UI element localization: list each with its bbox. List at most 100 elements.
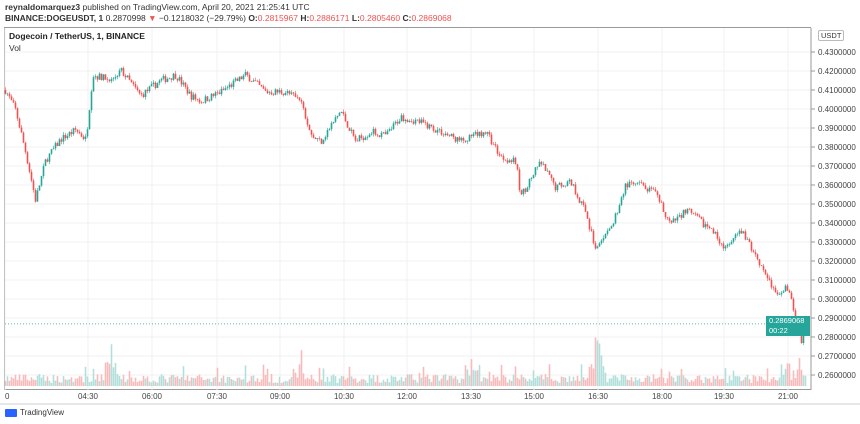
candle-body <box>134 83 137 88</box>
price-tag-value: 0.2869068 <box>769 316 805 325</box>
volume-bar <box>370 378 373 386</box>
candle-body <box>414 119 417 124</box>
volume-bar <box>578 380 581 386</box>
volume-bar <box>480 381 483 386</box>
volume-bar <box>274 382 277 386</box>
candle-body <box>100 73 103 81</box>
volume-bar <box>84 366 87 386</box>
volume-bar <box>790 379 793 386</box>
candle-body <box>418 119 421 123</box>
candle-body <box>300 99 303 102</box>
volume-bar <box>154 381 157 386</box>
candle-body <box>612 223 615 227</box>
volume-bar <box>16 380 19 386</box>
candle-body <box>744 231 747 240</box>
candle-body <box>464 140 467 142</box>
y-tick-label: 0.4200000 <box>818 67 856 76</box>
volume-bar <box>584 379 587 386</box>
volume-bar <box>312 379 315 386</box>
volume-bar <box>796 369 799 386</box>
volume-bar <box>614 375 617 386</box>
candle-body <box>684 209 687 214</box>
volume-bar <box>310 374 313 386</box>
volume-bar <box>722 378 725 386</box>
candle-body <box>220 88 223 95</box>
candle-body <box>320 138 323 144</box>
volume-bar <box>506 382 509 386</box>
volume-bar <box>300 350 303 386</box>
volume-bar <box>504 376 507 386</box>
volume-bar <box>170 375 173 386</box>
volume-bar <box>178 378 181 386</box>
volume-bar <box>4 381 7 386</box>
volume-bar <box>764 380 767 386</box>
candle-body <box>406 119 409 122</box>
candle-body <box>126 75 129 78</box>
x-tick-label: 19:30 <box>714 392 735 401</box>
candle-body <box>318 138 321 139</box>
volume-bar <box>732 370 735 386</box>
candle-body <box>272 94 275 95</box>
volume-bar <box>542 379 545 386</box>
candle-body <box>558 182 561 185</box>
volume-bar <box>166 382 169 386</box>
candle-body <box>452 133 455 138</box>
volume-bar <box>244 365 247 386</box>
candle-body <box>154 82 157 89</box>
volume-bar <box>532 370 535 386</box>
volume-bar <box>488 371 491 386</box>
candle-body <box>52 148 55 150</box>
candle-body <box>104 74 107 80</box>
y-tick-label: 0.3200000 <box>818 257 856 266</box>
candle-body <box>370 133 373 135</box>
currency-badge[interactable]: USDT <box>818 30 845 41</box>
candle-body <box>720 243 723 245</box>
volume-bar <box>114 362 117 386</box>
candle-body <box>636 182 639 184</box>
volume-bar <box>160 374 163 386</box>
volume-bar <box>180 376 183 386</box>
candle-body <box>28 163 31 172</box>
candle-body <box>82 136 85 140</box>
volume-bar <box>524 378 527 386</box>
volume-bar <box>202 379 205 386</box>
volume-bar <box>206 378 209 386</box>
volume-bar <box>40 377 43 386</box>
volume-bar <box>216 367 219 386</box>
volume-bar <box>284 380 287 386</box>
volume-bar <box>762 379 765 386</box>
high-value: 0.2886171 <box>309 13 350 23</box>
candle-body <box>168 78 171 79</box>
tradingview-logo[interactable]: TradingView <box>5 408 64 417</box>
candle-body <box>360 135 363 139</box>
volume-bar <box>126 379 129 386</box>
candle-body <box>708 226 711 229</box>
candle-body <box>216 92 219 93</box>
candle-body <box>462 137 465 141</box>
candle-body <box>440 129 443 135</box>
candle-body <box>650 187 653 189</box>
candle-body <box>460 137 463 141</box>
volume-bar <box>288 379 291 386</box>
candle-body <box>760 265 763 266</box>
candle-body <box>108 79 111 82</box>
volume-bar <box>42 375 45 386</box>
candle-body <box>428 124 431 129</box>
volume-bar <box>294 372 297 386</box>
candle-body <box>424 122 427 123</box>
publisher-name[interactable]: reynaldomarquez3 <box>5 2 81 12</box>
volume-bar <box>176 376 179 386</box>
volume-bar <box>8 380 11 386</box>
volume-bar <box>186 375 189 386</box>
candle-body <box>540 161 543 165</box>
volume-bar <box>780 364 783 386</box>
volume-bar <box>318 367 321 386</box>
volume-bar <box>150 382 153 386</box>
candle-body <box>488 132 491 135</box>
volume-bar <box>368 374 371 386</box>
volume-bar <box>396 381 399 386</box>
volume-bar <box>570 381 573 386</box>
volume-bar <box>444 374 447 386</box>
candle-body <box>602 238 605 241</box>
